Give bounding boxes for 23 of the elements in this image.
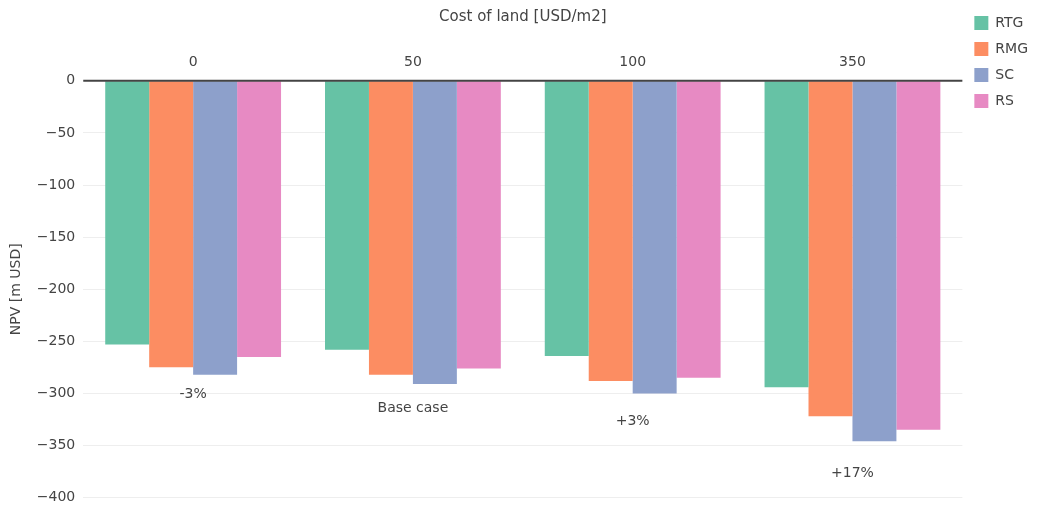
- legend-label: SC: [995, 65, 1015, 82]
- y-tick-label: −300: [36, 384, 76, 401]
- legend-label: RS: [995, 91, 1015, 108]
- x-axis-title: Cost of land [USD/m2]: [439, 6, 607, 25]
- y-tick-label: 0: [66, 71, 76, 88]
- x-tick-label: 100: [619, 53, 647, 70]
- annotation: +17%: [831, 463, 874, 480]
- y-axis-title: NPV [m USD]: [7, 243, 24, 336]
- legend-label: RMG: [995, 39, 1028, 56]
- annotation: +3%: [615, 412, 650, 429]
- y-tick-label: −100: [36, 175, 76, 192]
- y-tick-label: −200: [36, 279, 76, 296]
- x-tick-label: 350: [839, 53, 866, 70]
- y-tick-label: −250: [36, 331, 76, 348]
- y-tick-label: −400: [36, 488, 76, 505]
- y-tick-label: −50: [45, 123, 76, 140]
- annotation: Base case: [377, 398, 449, 415]
- y-tick-label: −350: [36, 436, 76, 453]
- annotation: -3%: [179, 385, 207, 402]
- x-tick-label: 0: [188, 53, 198, 70]
- y-tick-label: −150: [36, 227, 76, 244]
- legend-label: RTG: [995, 13, 1024, 30]
- x-tick-label: 50: [404, 53, 422, 70]
